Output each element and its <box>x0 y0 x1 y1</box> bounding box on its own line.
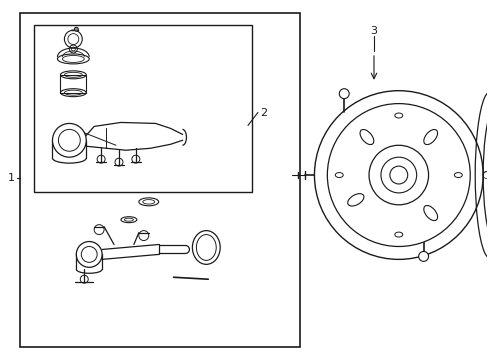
Ellipse shape <box>192 231 220 264</box>
Ellipse shape <box>394 113 402 118</box>
Ellipse shape <box>121 217 137 223</box>
Circle shape <box>76 242 102 267</box>
Circle shape <box>314 91 482 260</box>
Ellipse shape <box>335 172 343 177</box>
Ellipse shape <box>139 198 158 206</box>
Circle shape <box>418 251 427 261</box>
Ellipse shape <box>347 194 363 206</box>
Bar <box>20 13 299 347</box>
Ellipse shape <box>394 232 402 237</box>
Ellipse shape <box>423 206 437 221</box>
Circle shape <box>52 123 86 157</box>
Bar <box>34 25 251 192</box>
Ellipse shape <box>359 130 373 145</box>
Circle shape <box>339 89 348 99</box>
Ellipse shape <box>453 172 461 177</box>
Text: 1: 1 <box>8 173 15 183</box>
Text: 3: 3 <box>370 26 377 36</box>
Polygon shape <box>86 122 182 150</box>
Circle shape <box>74 27 78 31</box>
Circle shape <box>326 104 469 247</box>
Text: 2: 2 <box>259 108 266 117</box>
Ellipse shape <box>423 130 437 145</box>
Bar <box>61 75 86 93</box>
